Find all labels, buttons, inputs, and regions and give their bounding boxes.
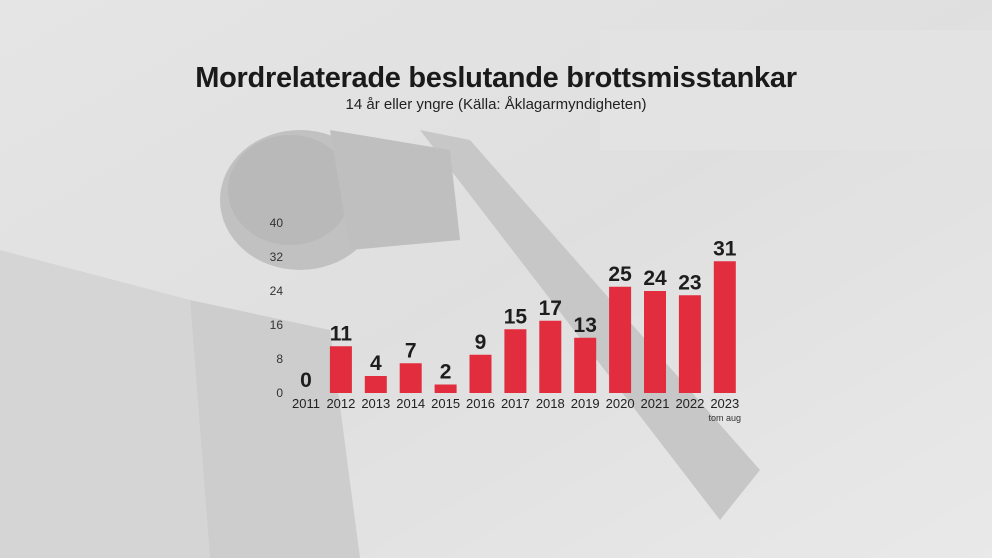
y-axis-ticks: 0 8 16 24 32 40 (270, 216, 284, 400)
bar-2022 (678, 295, 701, 393)
y-tick-label: 32 (270, 250, 284, 264)
bar-2016 (469, 354, 492, 393)
y-tick-label: 8 (276, 352, 283, 366)
y-tick-label: 40 (270, 216, 284, 230)
bar-2018 (539, 320, 562, 393)
data-label-2013: 4 (370, 352, 382, 375)
bar-2019 (574, 337, 597, 393)
data-label-2020: 25 (608, 263, 632, 286)
x-tick-label-2015: 2015 (431, 396, 460, 411)
bars (329, 261, 736, 393)
x-tick-label-2016: 2016 (466, 396, 495, 411)
bar-2012 (329, 346, 352, 393)
bar-2023 (713, 261, 736, 393)
y-tick-label: 0 (276, 386, 283, 400)
x-tick-label-2011: 2011 (292, 396, 320, 411)
x-tick-label-2022: 2022 (675, 396, 704, 411)
data-label-2023: 31 (713, 237, 737, 260)
x-tick-label-2013: 2013 (361, 396, 390, 411)
data-label-2021: 24 (643, 267, 667, 290)
data-label-2019: 13 (574, 314, 597, 337)
y-tick-label: 24 (270, 284, 284, 298)
data-label-2011: 0 (300, 369, 312, 392)
x-tick-label-2019: 2019 (571, 396, 600, 411)
bar-2020 (609, 286, 632, 393)
x-tick-label-2017: 2017 (501, 396, 530, 411)
data-label-2016: 9 (475, 331, 487, 354)
x-tick-label-2021: 2021 (641, 396, 670, 411)
x-tick-label-2018: 2018 (536, 396, 565, 411)
data-label-2022: 23 (678, 271, 701, 294)
data-label-2015: 2 (440, 361, 452, 384)
chart-subtitle: 14 år eller yngre (Källa: Åklagarmyndigh… (345, 96, 647, 113)
last-bar-note: tom aug (709, 413, 742, 423)
bar-2017 (504, 329, 527, 393)
x-tick-label-2012: 2012 (326, 396, 355, 411)
data-label-2017: 15 (504, 305, 528, 328)
x-tick-label-2014: 2014 (396, 396, 425, 411)
bar-2021 (644, 291, 666, 393)
bar-2014 (399, 363, 422, 393)
x-tick-label-2023: 2023 (710, 396, 739, 411)
y-tick-label: 16 (270, 318, 284, 332)
chart-title: Mordrelaterade beslutande brottsmisstank… (195, 62, 797, 94)
bar-2015 (434, 384, 457, 393)
bar-2013 (364, 376, 387, 393)
x-tick-label-2020: 2020 (606, 396, 635, 411)
data-label-2012: 11 (330, 322, 353, 345)
data-label-2014: 7 (405, 339, 417, 362)
data-label-2018: 17 (539, 297, 562, 320)
x-axis-labels: 2011 2012 2013 2014 2015 2016 2017 2018 2019 2020… (292, 396, 739, 411)
